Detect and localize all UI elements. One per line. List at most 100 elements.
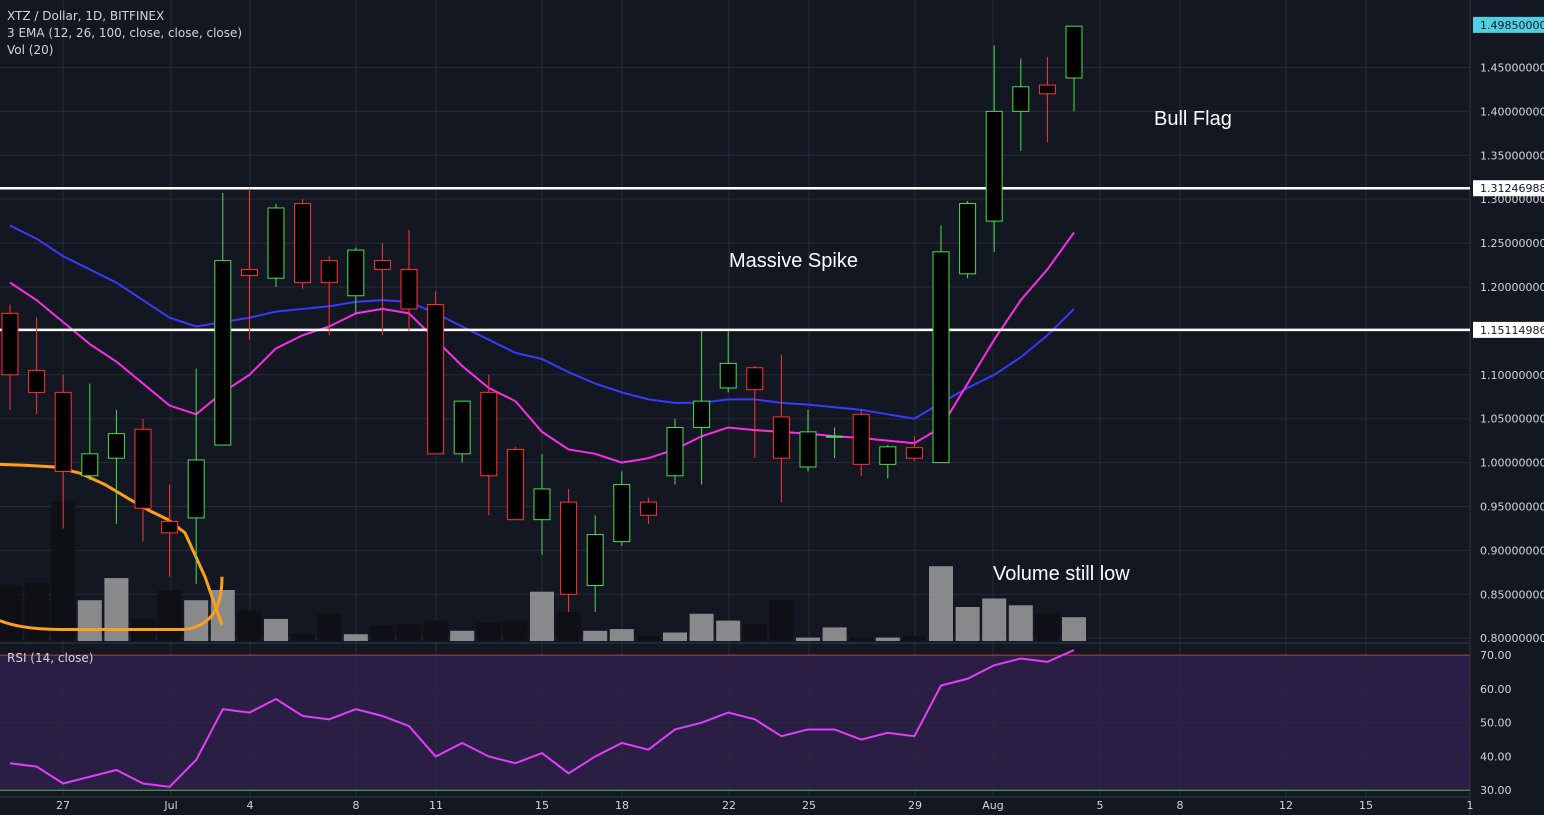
candle-up	[347, 249, 365, 297]
candle-down	[54, 391, 72, 472]
time-tick-label: 4	[247, 799, 254, 812]
price-tick-label: 1.05000000	[1480, 413, 1544, 426]
volume-bar	[423, 620, 448, 641]
volume-bar	[875, 637, 900, 641]
price-tick-label: 1.35000000	[1480, 149, 1544, 162]
candle-up	[826, 435, 844, 438]
volume-bar	[397, 624, 421, 641]
annotation-bull-flag: Bull Flag	[1154, 108, 1232, 130]
candle-down	[1, 312, 19, 376]
candle-up	[107, 433, 125, 459]
candle-down	[560, 501, 578, 595]
ema100-line	[0, 462, 224, 626]
ema100-line-tail	[0, 576, 224, 631]
candle-down	[506, 448, 524, 521]
price-tick-label: 1.25000000	[1480, 237, 1544, 250]
candle-up	[1012, 86, 1030, 112]
candle-down	[28, 369, 46, 393]
time-tick-label: 27	[56, 799, 70, 812]
candle-down	[294, 203, 312, 284]
price-tick-label: 1.45000000	[1480, 61, 1544, 74]
candle-down	[852, 413, 870, 465]
volume-bar	[77, 600, 102, 641]
rsi-indicator-label[interactable]: RSI (14, close)	[7, 651, 94, 665]
candle-down	[746, 367, 764, 391]
candle-up	[267, 207, 285, 279]
volume-bar	[742, 624, 767, 641]
price-tick-label: 0.80000000	[1480, 632, 1544, 645]
level-label-upper-bg	[1473, 180, 1544, 197]
volume-bar	[929, 566, 953, 641]
price-tick-label: 0.85000000	[1480, 588, 1544, 601]
volume-bar	[530, 591, 554, 641]
rsi-tick-label: 70.00	[1480, 649, 1512, 662]
volume-bar	[1062, 617, 1086, 641]
volume-bar	[0, 586, 22, 641]
volume-bar	[476, 622, 501, 641]
volume-bar	[982, 598, 1007, 641]
symbol-title: XTZ / Dollar, 1D, BITFINEX	[7, 9, 165, 23]
price-tick-label: 1.10000000	[1480, 369, 1544, 382]
volume-bar	[503, 620, 528, 641]
time-tick-label: 15	[535, 799, 549, 812]
candle-up	[719, 362, 737, 389]
volume-bar	[769, 600, 794, 641]
level-label-lower: 1.15114986	[1480, 324, 1544, 337]
volume-bar	[343, 634, 368, 641]
volume-bar	[290, 634, 315, 641]
time-tick-label: 1	[1467, 799, 1474, 812]
volume-bar	[1035, 613, 1060, 641]
volume-bar	[663, 632, 687, 641]
candle-down	[134, 428, 152, 509]
ema-indicator-label[interactable]: 3 EMA (12, 26, 100, close, close, close)	[7, 26, 243, 40]
candle-down	[240, 268, 258, 277]
volume-indicator-label[interactable]: Vol (20)	[7, 43, 54, 57]
time-tick-label: 11	[429, 799, 443, 812]
price-tick-label: 1.30000000	[1480, 193, 1544, 206]
volume-bar	[450, 630, 475, 641]
annotation-massive-spike: Massive Spike	[729, 250, 858, 272]
volume-bar	[955, 607, 980, 641]
candle-down	[427, 304, 445, 455]
candle-up	[693, 400, 711, 428]
candle-up	[214, 260, 232, 446]
volume-bar	[583, 630, 608, 641]
volume-bar	[796, 637, 820, 641]
candle-up	[453, 400, 471, 455]
price-tick-label: 0.90000000	[1480, 544, 1544, 557]
candle-up	[879, 446, 897, 465]
price-tick-label: 1.20000000	[1480, 281, 1544, 294]
candle-down	[905, 447, 923, 459]
time-tick-label: 12	[1279, 799, 1293, 812]
rsi-tick-label: 30.00	[1480, 784, 1512, 797]
time-tick-label: 29	[908, 799, 922, 812]
time-tick-label: Jul	[163, 799, 177, 812]
candle-down	[320, 260, 338, 284]
time-tick-label: 8	[1177, 799, 1184, 812]
candle-down	[400, 268, 418, 310]
volume-bar	[716, 620, 741, 641]
volume-bar	[556, 612, 581, 641]
candle-up	[81, 453, 99, 477]
candle-down	[480, 391, 498, 477]
volume-bar	[849, 637, 874, 641]
volume-bar	[317, 613, 342, 641]
candle-up	[799, 431, 817, 468]
price-tick-label: 1.00000000	[1480, 457, 1544, 470]
volume-bar	[104, 578, 129, 641]
level-label-upper: 1.31246988	[1480, 182, 1544, 195]
volume-bar	[370, 625, 395, 641]
volume-bar	[1008, 605, 1033, 641]
last-price-label-bg	[1473, 16, 1544, 33]
annotation-volume-low: Volume still low	[993, 563, 1130, 585]
time-tick-label: 15	[1359, 799, 1373, 812]
price-tick-label: 1.40000000	[1480, 105, 1544, 118]
last-price-label: 1.49850000	[1480, 19, 1544, 32]
candle-down	[1038, 84, 1056, 95]
volume-bar	[822, 627, 847, 641]
rsi-line	[9, 649, 1075, 788]
candle-up	[959, 203, 977, 275]
candle-up	[932, 251, 950, 464]
candle-down	[772, 416, 790, 459]
